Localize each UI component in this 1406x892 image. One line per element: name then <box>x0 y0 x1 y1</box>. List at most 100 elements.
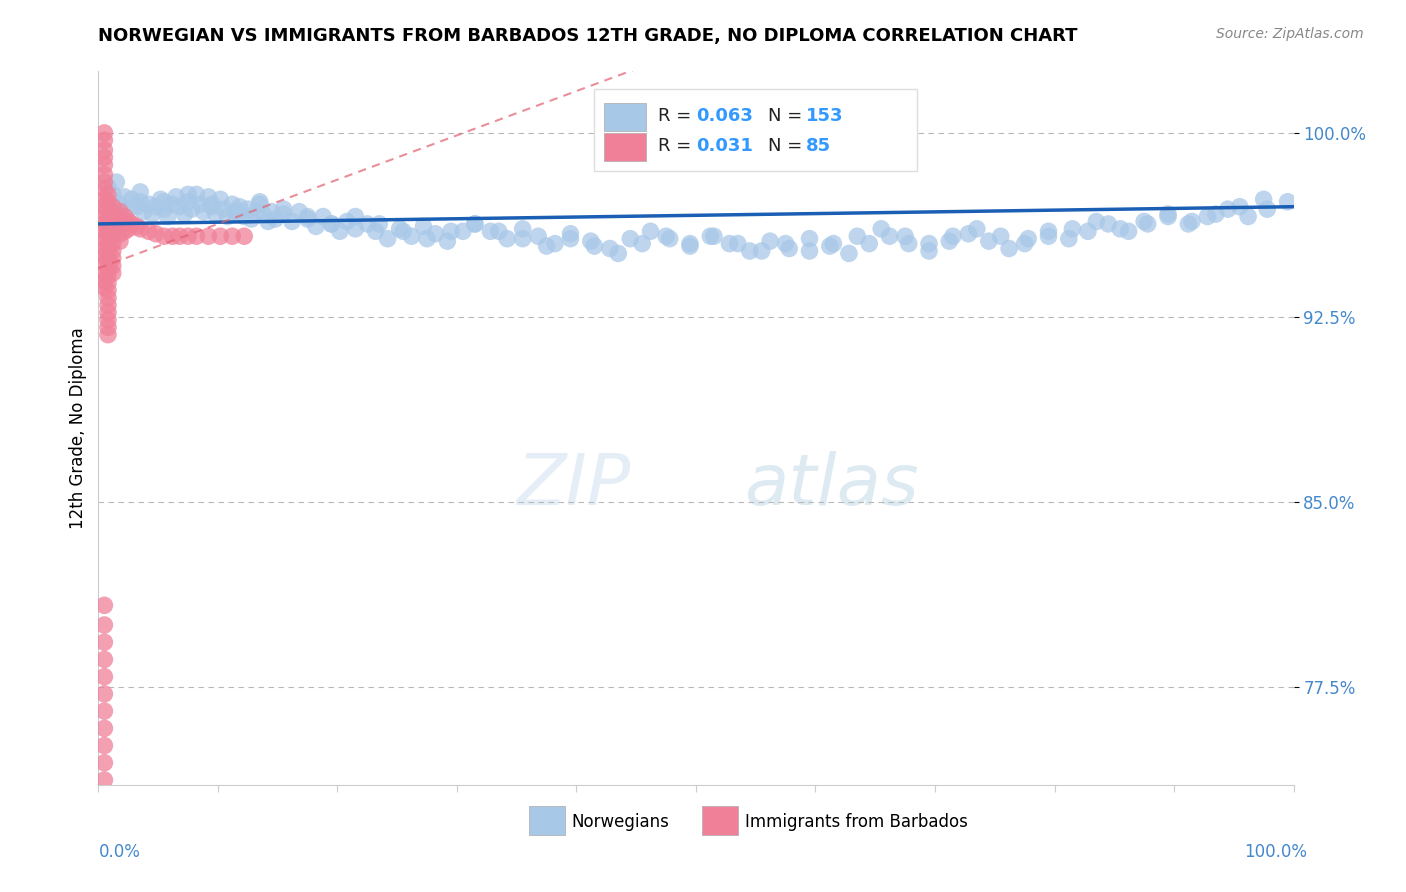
Point <box>97 305 120 319</box>
Point <box>108 212 131 227</box>
Point <box>212 202 235 216</box>
Point <box>479 224 502 238</box>
Point <box>257 214 280 228</box>
Point <box>894 229 917 244</box>
Point <box>177 229 200 244</box>
Point <box>93 168 115 182</box>
Point <box>162 197 184 211</box>
Point <box>101 214 124 228</box>
Point <box>416 232 439 246</box>
Point <box>1085 214 1108 228</box>
Point <box>129 222 152 236</box>
Point <box>114 224 136 238</box>
Point <box>425 227 447 241</box>
Point <box>93 151 115 165</box>
Point <box>225 204 247 219</box>
Point <box>273 207 295 221</box>
Text: R =: R = <box>658 107 697 125</box>
Point <box>527 229 550 244</box>
Point <box>858 236 880 251</box>
Point <box>121 217 143 231</box>
Point <box>870 222 893 236</box>
Point <box>93 281 115 295</box>
Point <box>977 234 1000 248</box>
Point <box>173 207 195 221</box>
Point <box>321 217 343 231</box>
Point <box>879 229 901 244</box>
Point <box>1136 217 1159 231</box>
Point <box>560 227 582 241</box>
Point <box>93 200 115 214</box>
Text: 85: 85 <box>806 137 831 155</box>
Point <box>169 200 191 214</box>
Point <box>114 210 136 224</box>
Point <box>1216 202 1239 216</box>
Point <box>93 266 115 280</box>
Point <box>93 133 115 147</box>
Point <box>117 202 139 216</box>
Point <box>1109 222 1132 236</box>
Point <box>1038 224 1060 238</box>
Point <box>186 187 208 202</box>
Point <box>1157 210 1180 224</box>
Point <box>846 229 869 244</box>
Point <box>93 756 115 770</box>
Point <box>97 217 120 231</box>
Point <box>169 229 191 244</box>
Point <box>1077 224 1099 238</box>
Point <box>1256 202 1278 216</box>
Point <box>186 229 208 244</box>
Point <box>153 194 176 209</box>
Point <box>93 635 115 649</box>
Point <box>512 222 534 236</box>
Point <box>1197 210 1219 224</box>
Point <box>336 214 359 228</box>
Point <box>108 234 131 248</box>
Point <box>1205 207 1227 221</box>
Point <box>918 244 941 258</box>
Point <box>97 187 120 202</box>
Point <box>401 229 423 244</box>
Text: 0.063: 0.063 <box>696 107 752 125</box>
Point <box>1177 217 1199 231</box>
Point <box>97 291 120 305</box>
Point <box>125 200 148 214</box>
Point <box>145 227 167 241</box>
Point <box>101 244 124 258</box>
Point <box>496 232 519 246</box>
Point <box>392 224 415 238</box>
Point <box>93 670 115 684</box>
Point <box>388 222 411 236</box>
Point <box>236 202 259 216</box>
Point <box>799 244 821 258</box>
Point <box>838 246 860 260</box>
Point <box>121 192 143 206</box>
Point <box>93 722 115 736</box>
Point <box>957 227 980 241</box>
Text: 153: 153 <box>806 107 844 125</box>
Point <box>464 217 486 231</box>
Point <box>412 219 434 234</box>
Point <box>364 224 387 238</box>
Point <box>464 217 486 231</box>
Text: NORWEGIAN VS IMMIGRANTS FROM BARBADOS 12TH GRADE, NO DIPLOMA CORRELATION CHART: NORWEGIAN VS IMMIGRANTS FROM BARBADOS 12… <box>98 27 1078 45</box>
Point <box>249 197 271 211</box>
Point <box>217 210 239 224</box>
Point <box>818 239 841 253</box>
Point <box>180 202 202 216</box>
Point <box>727 236 749 251</box>
Point <box>544 236 567 251</box>
Point <box>1157 207 1180 221</box>
Point <box>101 259 124 273</box>
Point <box>93 217 115 231</box>
Point <box>312 210 335 224</box>
Point <box>1253 192 1275 206</box>
FancyBboxPatch shape <box>529 806 565 835</box>
Point <box>1017 232 1039 246</box>
Point <box>97 276 120 290</box>
Point <box>1014 236 1036 251</box>
Point <box>93 224 115 238</box>
Point <box>93 182 115 196</box>
Point <box>679 239 702 253</box>
Point <box>658 232 681 246</box>
